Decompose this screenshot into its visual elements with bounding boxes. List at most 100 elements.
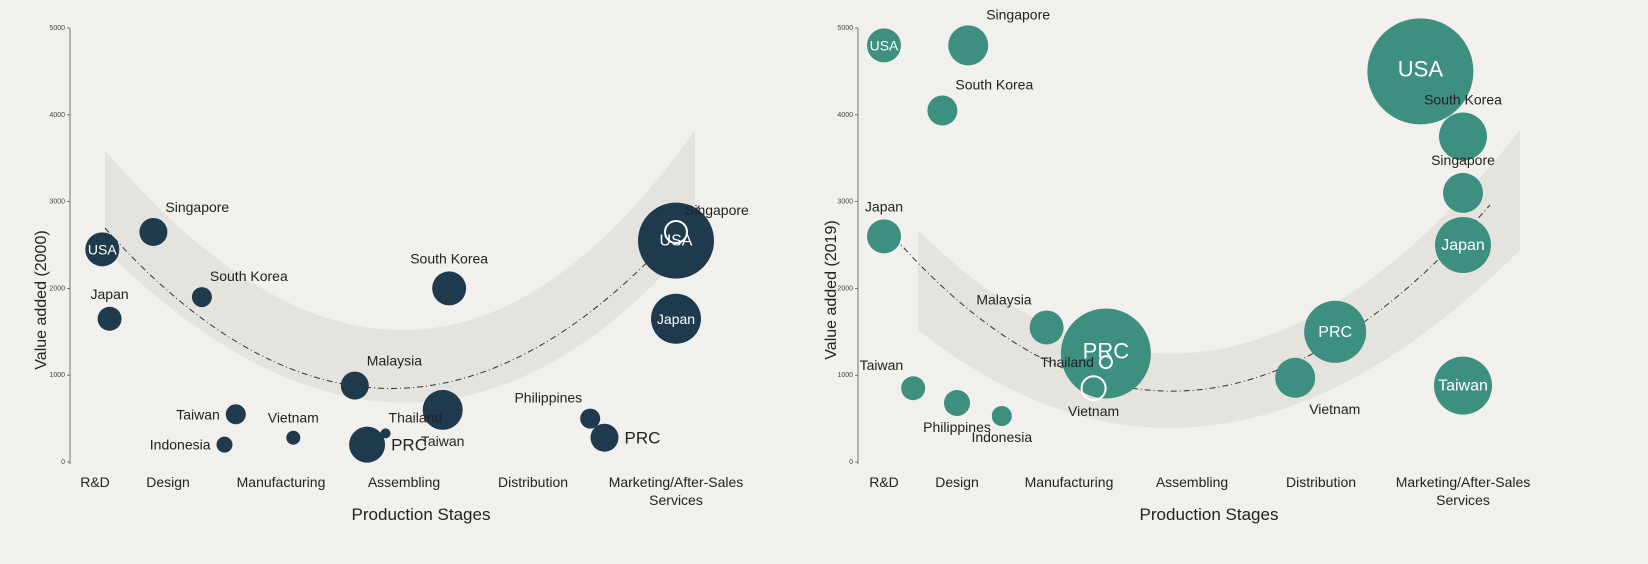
bubble — [1098, 355, 1113, 370]
bubble — [1367, 18, 1474, 125]
bubble — [1435, 217, 1491, 273]
y-tick-label: 1000 — [837, 372, 853, 379]
bubble-label: Philippines — [514, 390, 582, 406]
bubble — [1434, 356, 1492, 415]
bubble — [139, 217, 168, 246]
x-axis-title: Production Stages — [1140, 505, 1279, 524]
x-axis-title: Production Stages — [352, 505, 491, 524]
bubble-label: Indonesia — [971, 429, 1032, 445]
y-tick-label: 3000 — [49, 199, 65, 206]
bubble-label: Taiwan — [1438, 378, 1488, 395]
y-tick-label: 5000 — [837, 25, 853, 32]
bubble — [1080, 375, 1107, 402]
bubble-label: South Korea — [1424, 92, 1502, 108]
bubble-label: Singapore — [685, 202, 749, 218]
bubble — [1060, 308, 1151, 399]
bubble-label: Singapore — [165, 199, 229, 215]
bubble-label: PRC — [625, 429, 661, 448]
bubble — [1304, 300, 1367, 363]
y-tick-label: 0 — [849, 459, 853, 466]
bubble — [948, 25, 989, 66]
bubble-label: Singapore — [1431, 152, 1495, 168]
y-tick-label: 5000 — [49, 25, 65, 32]
chart-2000: 0 1000 2000 3000 4000 5000 R&D Design Manufactur… — [33, 25, 749, 524]
bubble-label: Malaysia — [976, 291, 1031, 307]
bubble — [651, 293, 701, 344]
bubble-label: Indonesia — [150, 437, 211, 453]
x-category-label: Assembling — [368, 474, 440, 490]
bubble-label: USA — [870, 37, 899, 53]
x-category-label: Distribution — [498, 474, 568, 490]
chart-2019: 0 1000 2000 3000 4000 5000 R&D Design Manufactur… — [823, 6, 1530, 524]
y-tick-label: 2000 — [837, 285, 853, 292]
bubble — [664, 219, 688, 244]
x-category-label: Design — [146, 474, 190, 490]
bubble-label: South Korea — [210, 268, 288, 284]
bubble — [867, 219, 901, 254]
bubble — [590, 423, 619, 452]
bubble — [867, 28, 901, 63]
smile-curve-line — [894, 204, 1491, 392]
smile-curve-band — [918, 130, 1520, 428]
bubble-label: Vietnam — [1309, 401, 1360, 417]
bubble — [927, 95, 958, 126]
x-category-label: Manufacturing — [237, 474, 326, 490]
bubble-label: South Korea — [955, 76, 1033, 92]
bubble-label: USA — [1398, 56, 1444, 81]
bubble — [1275, 357, 1316, 398]
x-category-label: Services — [649, 492, 703, 508]
x-category-label: Design — [935, 474, 979, 490]
x-category-label: R&D — [80, 474, 110, 490]
bubble-label: PRC — [1083, 339, 1130, 364]
bubble-label: Vietnam — [268, 410, 319, 426]
bubble — [191, 287, 212, 308]
bubble — [991, 405, 1012, 426]
bubble-label: Philippines — [923, 419, 991, 435]
y-axis-title: Value added (2019) — [823, 220, 840, 359]
bubble — [1443, 172, 1483, 213]
x-category-label: Assembling — [1156, 474, 1228, 490]
bubble-label: USA — [660, 233, 693, 250]
bubble-label: South Korea — [410, 250, 488, 266]
y-tick-label: 4000 — [837, 112, 853, 119]
smile-curve-line — [104, 204, 701, 389]
bubble-label: Japan — [657, 311, 695, 327]
bubble — [944, 389, 970, 416]
bubble-label: Japan — [1441, 237, 1485, 254]
bubble-label: Taiwan — [860, 357, 904, 373]
bubble-label: Japan — [865, 198, 903, 214]
bubble — [380, 428, 391, 439]
bubble — [225, 404, 246, 425]
x-category-label: R&D — [869, 474, 899, 490]
bubble — [432, 271, 467, 306]
bubble-label: PRC — [391, 436, 427, 455]
x-category-label: Manufacturing — [1025, 474, 1114, 490]
y-tick-label: 4000 — [49, 112, 65, 119]
y-axis-title: Value added (2000) — [33, 230, 50, 369]
bubble-label: Thailand — [1040, 354, 1094, 370]
bubble — [422, 389, 463, 430]
bubble — [286, 430, 301, 445]
x-category-label: Marketing/After-Sales — [609, 474, 744, 490]
bubble — [580, 408, 601, 429]
bubble-label: Singapore — [986, 6, 1050, 22]
bubble — [1029, 310, 1064, 345]
bubble-label: Taiwan — [421, 433, 465, 449]
y-tick-label: 1000 — [49, 372, 65, 379]
bubble-label: USA — [88, 241, 117, 257]
bubble — [216, 436, 233, 453]
x-category-label: Services — [1436, 492, 1490, 508]
bubble — [340, 371, 369, 400]
bubble-label: PRC — [1318, 324, 1352, 341]
bubble — [1439, 112, 1487, 161]
x-category-label: Marketing/After-Sales — [1396, 474, 1531, 490]
y-tick-label: 2000 — [49, 285, 65, 292]
bubble — [349, 426, 386, 463]
bubble-label: Thailand — [389, 409, 443, 425]
bubble — [901, 376, 926, 401]
x-category-label: Distribution — [1286, 474, 1356, 490]
bubble-label: Japan — [91, 286, 129, 302]
bubble — [85, 232, 120, 267]
smile-curve-band — [105, 130, 695, 403]
